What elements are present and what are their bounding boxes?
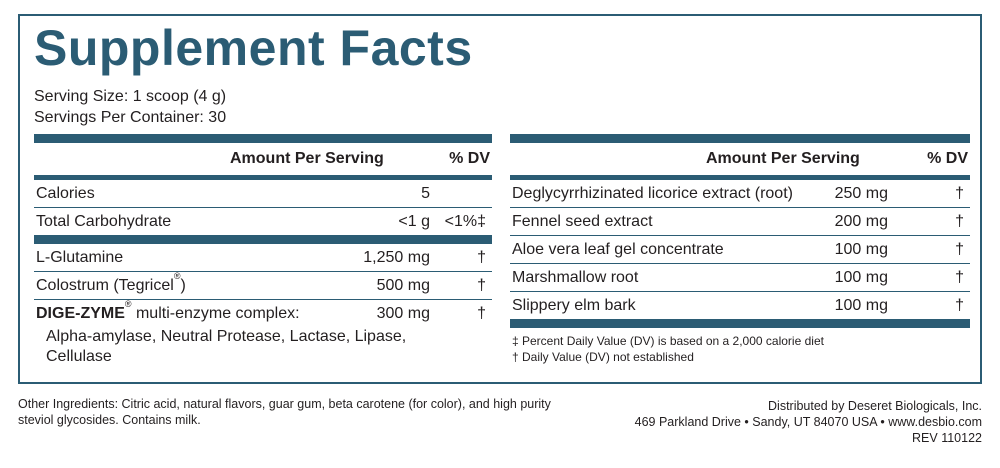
ingredient-amount: 100 mg: [834, 297, 888, 314]
header-bar: [34, 134, 492, 143]
ingredient-name: L-Glutamine: [36, 249, 124, 266]
header-bar: [510, 134, 970, 143]
ingredient-row: L-Glutamine 1,250 mg †: [34, 244, 492, 271]
row-divider: [510, 291, 970, 292]
ingredient-row: Aloe vera leaf gel concentrate 100 mg †: [510, 236, 970, 263]
row-divider: [34, 271, 492, 272]
column-header: Amount Per Serving % DV: [510, 143, 970, 175]
footnote-percent-dv: ‡ Percent Daily Value (DV) is based on a…: [512, 334, 824, 348]
revision-code: REV 110122: [912, 431, 982, 445]
enzyme-name: DIGE-ZYME® multi-enzyme complex:: [36, 299, 300, 323]
enzyme-dv: †: [477, 305, 486, 322]
ingredient-name: Marshmallow root: [512, 269, 639, 286]
other-ingredients: Other Ingredients: Citric acid, natural …: [18, 397, 551, 427]
section-bar: [510, 319, 970, 328]
nutrient-row: Total Carbohydrate <1 g <1%‡: [34, 208, 492, 235]
ingredient-row: Marshmallow root 100 mg †: [510, 264, 970, 291]
row-divider: [34, 299, 492, 300]
ingredient-dv: †: [955, 213, 964, 230]
right-facts-column: Amount Per Serving % DV Deglycyrrhizinat…: [510, 134, 970, 365]
ingredient-amount: 200 mg: [834, 213, 888, 230]
ingredient-dv: †: [955, 297, 964, 314]
ingredient-row: Fennel seed extract 200 mg †: [510, 208, 970, 235]
ingredient-dv: †: [955, 241, 964, 258]
enzyme-amount: 300 mg: [376, 305, 430, 322]
nutrient-dv: <1%‡: [444, 213, 486, 230]
column-header: Amount Per Serving % DV: [34, 143, 492, 175]
ingredient-dv: †: [477, 249, 486, 266]
section-divider: [510, 175, 970, 180]
supplement-facts-panel: Supplement Facts Serving Size: 1 scoop (…: [18, 14, 982, 384]
distributor-info: Distributed by Deseret Biologicals, Inc.…: [635, 398, 982, 446]
dv-header: % DV: [927, 150, 968, 167]
ingredient-row: Slippery elm bark 100 mg †: [510, 292, 970, 319]
amount-header: Amount Per Serving: [230, 150, 384, 167]
nutrient-name: Calories: [36, 185, 95, 202]
distributor-address: 469 Parkland Drive • Sandy, UT 84070 USA…: [634, 415, 982, 429]
ingredient-name: Aloe vera leaf gel concentrate: [512, 241, 724, 258]
panel-title: Supplement Facts: [34, 20, 473, 76]
servings-per-container: Servings Per Container: 30: [34, 109, 227, 126]
enzyme-components: Alpha-amylase, Neutral Protease, Lactase…: [46, 328, 407, 365]
nutrient-amount: <1 g: [398, 213, 430, 230]
footnote-dv-not-established: † Daily Value (DV) not established: [512, 350, 694, 364]
serving-size: Serving Size: 1 scoop (4 g): [34, 88, 227, 105]
enzyme-brand: DIGE-ZYME: [36, 305, 125, 322]
row-divider: [510, 263, 970, 264]
ingredient-name: Colostrum (Tegricel®): [36, 271, 186, 295]
nutrient-amount: 5: [421, 185, 430, 202]
ingredient-name: Fennel seed extract: [512, 213, 653, 230]
ingredient-amount: 500 mg: [376, 277, 430, 294]
ingredient-amount: 100 mg: [834, 269, 888, 286]
ingredient-name: Deglycyrrhizinated licorice extract (roo…: [512, 185, 793, 202]
ingredient-dv: †: [955, 185, 964, 202]
ingredient-dv: †: [955, 269, 964, 286]
row-divider: [34, 207, 492, 208]
ingredient-row: Colostrum (Tegricel®) 500 mg †: [34, 272, 492, 299]
row-divider: [510, 235, 970, 236]
ingredient-dv: †: [477, 277, 486, 294]
nutrient-row: Calories 5: [34, 180, 492, 207]
row-divider: [510, 207, 970, 208]
ingredient-row: Deglycyrrhizinated licorice extract (roo…: [510, 180, 970, 207]
ingredient-amount: 250 mg: [834, 185, 888, 202]
dv-header: % DV: [449, 150, 490, 167]
nutrient-name: Total Carbohydrate: [36, 213, 172, 230]
amount-header: Amount Per Serving: [706, 150, 860, 167]
section-bar: [34, 235, 492, 244]
ingredient-name: Slippery elm bark: [512, 297, 636, 314]
left-facts-column: Amount Per Serving % DV Calories 5 Total…: [34, 134, 492, 367]
enzyme-row: DIGE-ZYME® multi-enzyme complex: 300 mg …: [34, 300, 492, 327]
ingredient-amount: 1,250 mg: [363, 249, 430, 266]
ingredient-amount: 100 mg: [834, 241, 888, 258]
distributor-name: Distributed by Deseret Biologicals, Inc.: [768, 399, 982, 413]
section-divider: [34, 175, 492, 180]
